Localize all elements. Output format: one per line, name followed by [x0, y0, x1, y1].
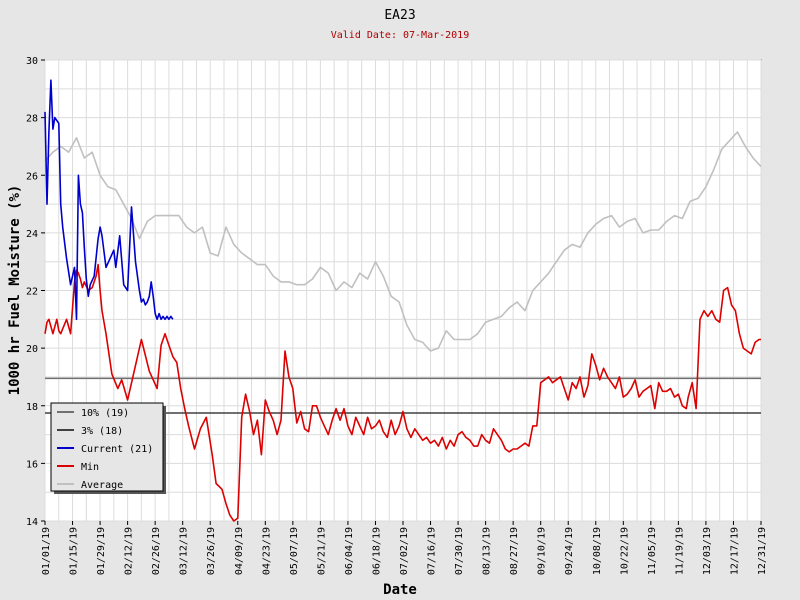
x-tick-label: 04/23/19: [261, 527, 272, 575]
x-tick-label: 10/08/19: [592, 527, 603, 575]
x-tick-label: 08/27/19: [509, 527, 520, 575]
legend-label: Average: [81, 480, 123, 491]
legend-label: 10% (19): [81, 408, 129, 419]
x-tick-label: 10/22/19: [619, 527, 630, 575]
x-tick-label: 08/13/19: [482, 527, 493, 575]
x-tick-label: 07/16/19: [427, 527, 438, 575]
y-tick-label: 28: [26, 114, 38, 125]
y-tick-label: 24: [26, 229, 38, 240]
x-tick-label: 12/03/19: [702, 527, 713, 575]
x-tick-label: 09/10/19: [537, 527, 548, 575]
x-tick-label: 06/04/19: [344, 527, 355, 575]
y-tick-label: 22: [26, 287, 38, 298]
y-tick-label: 18: [26, 402, 38, 413]
x-tick-label: 11/19/19: [674, 527, 685, 575]
y-axis-label: 1000 hr Fuel Moisture (%): [7, 185, 23, 396]
series-line-current-21: [44, 79, 174, 321]
y-tick-label: 26: [26, 171, 38, 182]
y-tick-label: 16: [26, 459, 38, 470]
x-axis-ticks: 01/01/19 01/15/19 01/29/19 02/12/19 02/26/19…: [41, 521, 768, 575]
x-tick-label: 01/01/19: [41, 527, 52, 575]
legend-label: Current (21): [81, 444, 153, 455]
legend-label: Min: [81, 462, 99, 473]
series-line-average: [44, 131, 762, 352]
x-tick-label: 01/15/19: [69, 527, 80, 575]
chart-title: EA23: [384, 8, 415, 23]
x-tick-label: 05/07/19: [289, 527, 300, 575]
x-tick-label: 02/26/19: [151, 527, 162, 575]
x-tick-label: 03/12/19: [179, 527, 190, 575]
x-tick-label: 02/12/19: [124, 527, 135, 575]
x-tick-label: 09/24/19: [564, 527, 575, 575]
x-axis-label: Date: [383, 582, 417, 598]
y-axis-ticks: 14 16 18 20 22 24 26 28 30: [26, 56, 45, 528]
x-tick-label: 07/30/19: [454, 527, 465, 575]
x-tick-label: 06/18/19: [372, 527, 383, 575]
x-tick-label: 07/02/19: [399, 527, 410, 575]
x-tick-label: 04/09/19: [234, 527, 245, 575]
y-tick-label: 20: [26, 344, 38, 355]
x-tick-label: 12/31/19: [757, 527, 768, 575]
series-line-min: [44, 263, 761, 522]
legend: 10% (19) 3% (18) Current (21) Min Average: [50, 402, 166, 494]
series-lines: [44, 79, 762, 522]
chart-subtitle: Valid Date: 07-Mar-2019: [331, 30, 469, 41]
x-tick-label: 05/21/19: [316, 527, 327, 575]
y-tick-label: 14: [26, 517, 38, 528]
x-tick-label: 12/17/19: [730, 527, 741, 575]
y-tick-label: 30: [26, 56, 38, 67]
x-tick-label: 01/29/19: [96, 527, 107, 575]
x-tick-label: 11/05/19: [647, 527, 658, 575]
legend-label: 3% (18): [81, 426, 123, 437]
x-tick-label: 03/26/19: [206, 527, 217, 575]
